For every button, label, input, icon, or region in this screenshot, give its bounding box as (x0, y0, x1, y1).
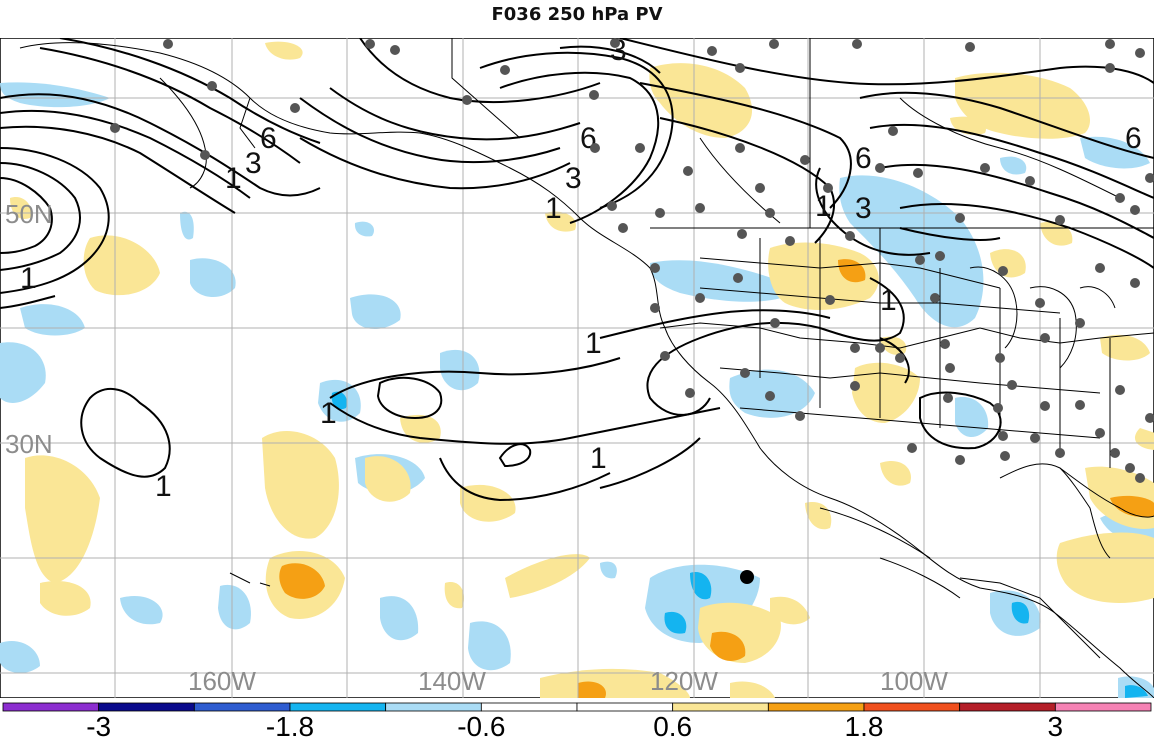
station-dots (110, 38, 1154, 483)
contour-label: 1 (815, 190, 832, 223)
colorbar-tick-label: -1.8 (266, 711, 314, 739)
pv-map: 3 6 1 3 6 1 3 6 1 3 6 1 1 1 1 1 1 (0, 38, 1154, 698)
contour-label: 6 (260, 122, 277, 155)
colorbar-bin (959, 702, 1056, 712)
lon-label-140w: 140W (418, 666, 486, 696)
colorbar-bin (672, 702, 769, 712)
colorbar-bin (98, 702, 195, 712)
contour-label: 1 (545, 192, 562, 225)
longitude-labels: 160W 140W 120W 100W (188, 666, 948, 696)
map-panel: 3 6 1 3 6 1 3 6 1 3 6 1 1 1 1 1 1 (0, 38, 1154, 698)
lon-label-160w: 160W (188, 666, 256, 696)
colorbar-svg: -3 -1.8 -0.6 0.6 1.8 3 (2, 702, 1152, 742)
map-title: F036 250 hPa PV (491, 4, 663, 25)
colorbar-ticks: -3 -1.8 -0.6 0.6 1.8 3 (86, 711, 1064, 742)
storm-marker (740, 570, 754, 584)
pv-contours (0, 38, 1154, 502)
colorbar-tick-label: -0.6 (457, 711, 505, 739)
colorbar-tick-label: 1.8 (845, 711, 884, 739)
contour-label: 3 (245, 147, 262, 180)
graticule (0, 38, 1154, 698)
colorbar-tick-label: -3 (86, 711, 111, 739)
colorbar-bin (193, 702, 291, 712)
colorbar-bin (1054, 702, 1152, 712)
lon-label-100w: 100W (880, 666, 948, 696)
contour-label: 6 (855, 142, 872, 175)
colorbar-bin (576, 702, 674, 712)
positive-anomaly-shading (10, 41, 1154, 698)
contour-label: 1 (155, 470, 172, 503)
lat-label-50n: 50N (5, 199, 53, 229)
colorbar-bin (289, 702, 387, 712)
contour-label: 1 (585, 327, 602, 360)
colorbar-bin (385, 702, 482, 712)
latitude-labels: 50N 30N (5, 199, 53, 459)
colorbar-bin (863, 702, 961, 712)
contour-label: 3 (565, 162, 582, 195)
contour-label: 1 (225, 162, 242, 195)
lat-label-30n: 30N (5, 429, 53, 459)
colorbar-bin (767, 702, 865, 712)
colorbar-tick-label: 0.6 (653, 711, 692, 739)
contour-label: 1 (20, 262, 37, 295)
contour-label: 3 (855, 192, 872, 225)
contour-label: 1 (320, 397, 337, 430)
contour-label: 1 (880, 284, 897, 317)
colorbar-bin (480, 702, 578, 712)
strong-positive-anomaly-shading (279, 259, 1154, 698)
strong-negative-anomaly-shading (331, 391, 1148, 698)
contour-label: 1 (590, 442, 607, 475)
lon-label-120w: 120W (650, 666, 718, 696)
contour-labels: 3 6 1 3 6 1 3 6 1 3 6 1 1 1 1 1 1 (20, 38, 1142, 503)
colorbar: -3 -1.8 -0.6 0.6 1.8 3 (0, 700, 1154, 742)
colorbar-bin (2, 702, 100, 712)
colorbar-bins (2, 702, 1152, 712)
contour-label: 6 (1125, 122, 1142, 155)
colorbar-tick-label: 3 (1048, 711, 1064, 739)
